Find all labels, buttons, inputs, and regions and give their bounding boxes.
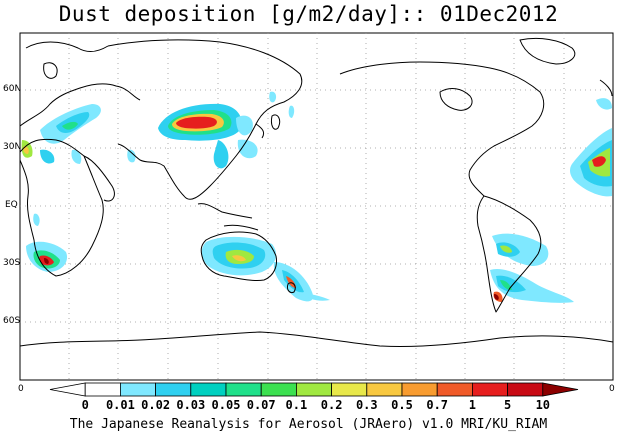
colorbar-tick-label: 0.05	[211, 398, 241, 412]
colorbar-segment	[260, 382, 297, 397]
dust-plume-gobi	[158, 91, 295, 169]
colorbar-tick-label: 5	[503, 398, 512, 412]
colorbar-segment	[436, 382, 473, 397]
lat-label-30n: 30N	[3, 142, 22, 152]
dust-deposition-field	[21, 91, 612, 303]
colorbar-segment	[366, 382, 403, 397]
dust-plume-australia	[201, 236, 330, 302]
lat-label-30s: 30S	[3, 258, 21, 268]
colorbar-segment	[120, 382, 157, 397]
dust-plume-mideast	[21, 104, 136, 226]
colorbar-tick-label: 0.5	[391, 398, 413, 412]
colorbar-tick-label: 0.01	[105, 398, 135, 412]
colorbar-segment	[190, 382, 227, 397]
colorbar-tick-label: 0.7	[426, 398, 449, 412]
colorbar-tick-label: 1	[468, 398, 477, 412]
colorbar-tick-label: 0.2	[320, 398, 343, 412]
credit-line: The Japanese Reanalysis for Aerosol (JRA…	[69, 417, 548, 432]
dust-plume-south-america	[490, 233, 574, 303]
colorbar-tick-label: 0	[81, 398, 89, 412]
colorbar-right-edge-label: 0	[609, 384, 615, 394]
colorbar-left-edge-label: 0	[18, 384, 24, 394]
colorbar-segment	[331, 382, 368, 397]
colorbar-segment	[542, 382, 579, 397]
coastlines	[19, 37, 614, 348]
dust-plume-south-africa	[26, 241, 68, 272]
colorbar-segment	[295, 382, 332, 397]
colorbar-segment	[471, 382, 508, 397]
colorbar-tick-label: 0.07	[246, 398, 276, 412]
lat-label-60n: 60N	[3, 84, 22, 94]
colorbar-tick-label: 0.02	[141, 398, 171, 412]
lat-label-60s: 60S	[3, 316, 21, 326]
map-title: Dust deposition [g/m2/day]:: 01Dec2012	[58, 2, 559, 26]
colorbar-segment	[507, 382, 544, 397]
colorbar	[49, 382, 579, 397]
colorbar-tick-label: 0.03	[176, 398, 206, 412]
colorbar-tick-label: 10	[535, 398, 551, 412]
colorbar-segment	[225, 382, 262, 397]
dust-plume-sahara-east	[570, 98, 612, 197]
colorbar-segment	[155, 382, 192, 397]
colorbar-tick-label: 0.1	[285, 398, 308, 412]
colorbar-tick-label: 0.3	[355, 398, 378, 412]
map-frame	[19, 32, 614, 381]
lat-label-eq: EQ	[5, 200, 18, 210]
colorbar-segment	[49, 382, 86, 397]
colorbar-segment	[401, 382, 438, 397]
colorbar-segment	[84, 382, 121, 397]
